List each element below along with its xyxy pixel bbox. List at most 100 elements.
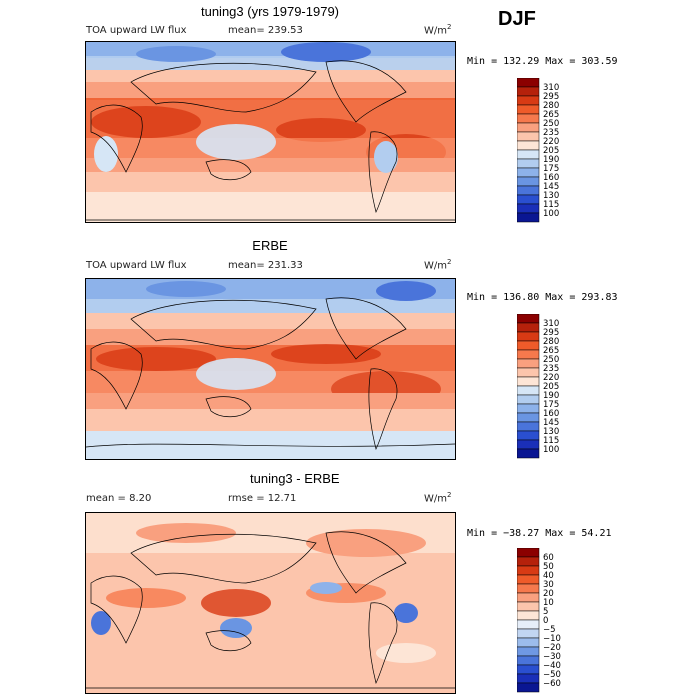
colorbar-tick-label: −30 xyxy=(543,652,561,662)
colorbar-swatch xyxy=(517,628,540,639)
colorbar-swatch xyxy=(517,358,540,369)
colorbar-swatch xyxy=(517,646,540,657)
colorbar-swatch xyxy=(517,682,540,693)
panel-obs-title: ERBE xyxy=(252,238,288,253)
colorbar-tick-label: 220 xyxy=(543,373,559,383)
panel-obs-map xyxy=(85,278,456,460)
panel-diff-units: W/m2 xyxy=(424,491,452,505)
colorbar-tick-label: 295 xyxy=(543,92,559,102)
colorbar-swatch xyxy=(517,367,540,378)
colorbar-tick-label: 100 xyxy=(543,445,559,455)
panel-diff-rmse: rmse = 12.71 xyxy=(228,493,297,504)
colorbar-swatch xyxy=(517,104,540,115)
panel-model-minmax: Min = 132.29 Max = 303.59 xyxy=(467,56,618,67)
panel-obs-colorbar: 310 295 280 265 250 235 220 205 190 175 160 145 130 1… xyxy=(517,314,613,464)
colorbar-swatch xyxy=(517,176,540,187)
panel-model-colorbar: 310 295 280 265 250 235 220 205 190 175 160 145 130 1… xyxy=(517,78,613,228)
colorbar-tick-label: 160 xyxy=(543,409,559,419)
colorbar-tick-label: 265 xyxy=(543,110,559,120)
colorbar-swatch xyxy=(517,376,540,387)
colorbar-tick-label: 265 xyxy=(543,346,559,356)
colorbar-swatch xyxy=(517,167,540,178)
colorbar-tick-label: −10 xyxy=(543,634,561,644)
colorbar-swatch xyxy=(517,203,540,214)
colorbar-tick-label: 280 xyxy=(543,101,559,111)
colorbar-tick-label: 50 xyxy=(543,562,554,572)
colorbar-swatch xyxy=(517,403,540,414)
colorbar-swatch xyxy=(517,421,540,432)
colorbar-swatch xyxy=(517,430,540,441)
colorbar-tick-label: 115 xyxy=(543,436,559,446)
colorbar-tick-label: 30 xyxy=(543,580,554,590)
colorbar-tick-label: 220 xyxy=(543,137,559,147)
colorbar-swatch xyxy=(517,331,540,342)
colorbar-swatch xyxy=(517,637,540,648)
colorbar-swatch xyxy=(517,86,540,97)
colorbar-swatch xyxy=(517,158,540,169)
colorbar-tick-label: 130 xyxy=(543,191,559,201)
colorbar-tick-label: 175 xyxy=(543,400,559,410)
colorbar-swatch xyxy=(517,565,540,576)
colorbar-tick-label: 0 xyxy=(543,616,548,626)
colorbar-swatch xyxy=(517,664,540,675)
colorbar-swatch xyxy=(517,122,540,133)
colorbar-tick-label: 100 xyxy=(543,209,559,219)
colorbar-tick-label: 175 xyxy=(543,164,559,174)
panel-diff-minmax: Min = −38.27 Max = 54.21 xyxy=(467,528,612,539)
panel-model-title: tuning3 (yrs 1979-1979) xyxy=(200,4,340,19)
colorbar-tick-label: −50 xyxy=(543,670,561,680)
colorbar-swatch xyxy=(517,78,540,88)
panel-diff-map-svg xyxy=(86,513,455,693)
colorbar-swatch xyxy=(517,673,540,684)
panel-model-map xyxy=(85,41,456,223)
panel-obs-map-svg xyxy=(86,279,455,459)
panel-model-colorbar-svg: 3102952802652502352202051901751601451301… xyxy=(517,78,559,223)
colorbar-tick-label: 115 xyxy=(543,200,559,210)
colorbar-tick-label: 40 xyxy=(543,571,554,581)
colorbar-tick-label: 145 xyxy=(543,418,559,428)
panel-obs-colorbar-svg: 3102952802652502352202051901751601451301… xyxy=(517,314,559,459)
colorbar-tick-label: 130 xyxy=(543,427,559,437)
colorbar-swatch xyxy=(517,574,540,585)
colorbar-tick-label: 160 xyxy=(543,173,559,183)
colorbar-swatch xyxy=(517,610,540,621)
season-label: DJF xyxy=(498,8,536,30)
panel-obs-mean: mean= 231.33 xyxy=(228,260,303,271)
colorbar-tick-label: 250 xyxy=(543,119,559,129)
colorbar-tick-label: 295 xyxy=(543,328,559,338)
colorbar-tick-label: 60 xyxy=(543,553,554,563)
colorbar-swatch xyxy=(517,194,540,205)
panel-diff-colorbar: 60 50 40 30 20 10 5 0 −5 −10 −20 −30 −40 −50 −60 xyxy=(517,548,613,698)
colorbar-swatch xyxy=(517,322,540,333)
colorbar-swatch xyxy=(517,655,540,666)
panel-model-variable: TOA upward LW flux xyxy=(86,25,187,36)
panel-diff-title: tuning3 - ERBE xyxy=(250,471,340,486)
colorbar-swatch xyxy=(517,340,540,351)
panel-diff-map xyxy=(85,512,456,694)
colorbar-tick-label: 235 xyxy=(543,364,559,374)
colorbar-swatch xyxy=(517,592,540,603)
colorbar-swatch xyxy=(517,619,540,630)
colorbar-swatch xyxy=(517,95,540,106)
colorbar-tick-label: −60 xyxy=(543,679,561,689)
colorbar-swatch xyxy=(517,314,540,324)
colorbar-swatch xyxy=(517,113,540,124)
colorbar-tick-label: 145 xyxy=(543,182,559,192)
colorbar-swatch xyxy=(517,149,540,160)
colorbar-tick-label: 250 xyxy=(543,355,559,365)
colorbar-tick-label: 190 xyxy=(543,155,559,165)
colorbar-swatch xyxy=(517,212,540,223)
colorbar-swatch xyxy=(517,140,540,151)
colorbar-swatch xyxy=(517,385,540,396)
colorbar-tick-label: −5 xyxy=(543,625,556,635)
colorbar-tick-label: 235 xyxy=(543,128,559,138)
colorbar-tick-label: 5 xyxy=(543,607,548,617)
colorbar-swatch xyxy=(517,349,540,360)
colorbar-tick-label: 205 xyxy=(543,382,559,392)
colorbar-swatch xyxy=(517,583,540,594)
panel-model-units: W/m2 xyxy=(424,23,452,37)
colorbar-tick-label: −20 xyxy=(543,643,561,653)
colorbar-tick-label: 280 xyxy=(543,337,559,347)
colorbar-tick-label: −40 xyxy=(543,661,561,671)
colorbar-swatch xyxy=(517,412,540,423)
